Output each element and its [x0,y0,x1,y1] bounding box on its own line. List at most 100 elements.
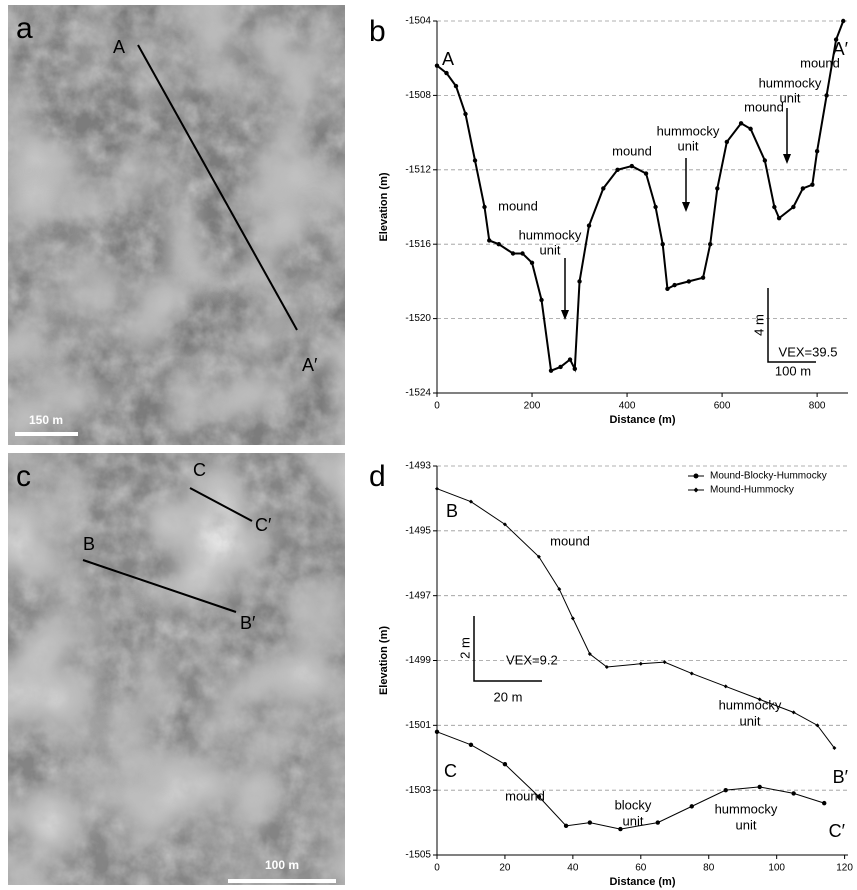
marker [520,251,525,256]
marker [800,186,806,191]
scale-bar-label: 100 m [265,858,299,872]
annotation: mound [550,533,590,548]
marker [660,242,665,247]
y-tick-label: -1508 [405,90,431,101]
annotation: hummocky [519,227,582,242]
marker [502,762,508,767]
marker [643,171,649,176]
y-tick-label: -1503 [405,785,431,796]
annotation: unit [623,813,644,828]
y-tick-label: -1499 [405,655,431,666]
x-tick-label: 0 [434,401,440,412]
y-tick-label: -1493 [405,461,431,472]
annotation: A [442,49,454,69]
marker [558,364,563,370]
marker [529,260,535,265]
y-tick-label: -1512 [405,164,431,175]
annotation: 100 m [775,363,811,378]
marker [738,121,744,126]
marker [686,279,692,284]
marker [715,186,720,191]
annotation: mound [505,788,545,803]
scale-bar [473,616,542,682]
marker [693,487,699,493]
marker [435,486,439,491]
marker [510,251,516,256]
marker [700,275,706,280]
y-tick-label: -1520 [405,313,431,324]
x-tick-label: 80 [703,863,715,874]
marker [502,522,507,527]
chart: -1505 -1503 -1501 -1499 -1497 -1495 -1493 0 20 40… [369,460,853,888]
annotation: unit [740,713,761,728]
x-tick-label: 200 [524,401,541,412]
y-tick-label: -1505 [405,850,431,861]
marker [536,554,541,559]
profile-label: B [83,534,95,554]
y-tick-label: -1497 [405,590,431,601]
marker [434,63,440,68]
marker [824,93,829,98]
marker [708,242,713,247]
marker [815,723,820,728]
marker [655,820,660,825]
x-tick-label: 800 [809,401,826,412]
profile-label: B′ [240,613,256,633]
marker [463,111,468,117]
annotation: 2 m [457,637,472,659]
scale-bar-label: 150 m [29,413,63,427]
y-axis-title: Elevation (m) [378,172,390,241]
annotation: 4 m [751,314,766,336]
annotation: mound [744,99,784,114]
marker [724,139,730,145]
marker [572,366,577,372]
annotation: mound [800,55,840,70]
marker [487,238,492,243]
arrow-head [682,202,690,212]
annotation: unit [540,242,561,257]
annotation: C [444,761,457,781]
marker [814,149,820,154]
annotation: B [446,501,458,521]
marker [601,186,606,191]
marker [841,18,846,24]
x-tick-label: 400 [619,401,636,412]
marker [587,652,592,657]
profile-label: A [113,37,125,57]
x-tick-label: 20 [499,863,511,874]
arrow-head [561,310,569,320]
panel-label: d [369,460,386,493]
annotation: mound [498,198,538,213]
marker [748,126,753,132]
marker [832,746,837,751]
marker [822,800,827,806]
x-tick-label: 100 [768,863,785,874]
marker [689,804,694,809]
marker [791,710,796,715]
marker [776,215,782,221]
annotation: blocky [615,797,652,812]
annotation: unit [678,138,699,153]
marker [662,660,667,665]
marker [570,616,575,621]
marker [567,357,573,362]
marker [453,83,459,89]
annotation: hummocky [715,801,778,816]
marker [548,368,554,373]
marker [577,279,582,284]
panel-label: c [16,460,31,493]
marker [791,791,796,796]
marker [557,587,562,592]
annotation: mound [612,143,652,158]
x-tick-label: 40 [567,863,579,874]
marker [653,204,658,210]
marker [604,664,609,669]
marker [723,787,728,793]
marker [586,223,592,228]
y-tick-label: -1501 [405,720,431,731]
profile-label: A′ [302,355,318,375]
arrow-head [783,154,791,164]
y-tick-label: -1504 [405,16,431,27]
marker [638,661,643,666]
